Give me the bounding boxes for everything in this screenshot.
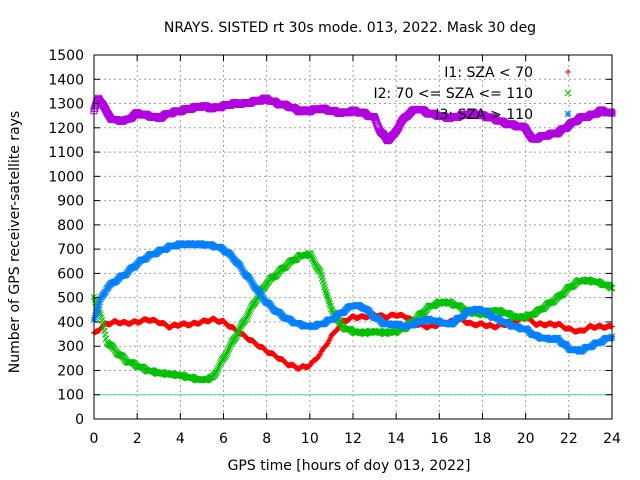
y-tick-label: 1300 [48, 97, 84, 113]
data-point [214, 365, 222, 372]
legend-marker [564, 110, 572, 118]
x-tick-label: 6 [219, 431, 228, 447]
legend-label: I3: SZA > 110 [435, 107, 533, 123]
legend-label: I1: SZA < 70 [444, 65, 533, 81]
y-tick-label: 400 [57, 315, 84, 331]
x-tick-label: 20 [517, 431, 535, 447]
x-tick-label: 8 [262, 431, 271, 447]
x-tick-label: 14 [387, 431, 405, 447]
y-tick-label: 600 [57, 266, 84, 282]
x-tick-label: 12 [344, 431, 362, 447]
data-point [91, 104, 99, 112]
x-tick-label: 16 [430, 431, 448, 447]
x-tick-label: 18 [474, 431, 492, 447]
y-tick-label: 800 [57, 218, 84, 234]
data-points [90, 94, 616, 384]
x-tick-label: 22 [560, 431, 578, 447]
x-tick-label: 0 [90, 431, 99, 447]
y-tick-label: 200 [57, 363, 84, 379]
series-0 [90, 94, 616, 145]
y-tick-label: 100 [57, 388, 84, 404]
data-point [215, 363, 223, 371]
data-point [371, 113, 379, 121]
y-axis-label: Number of GPS receiver-satellite rays [7, 111, 23, 373]
data-point [223, 350, 230, 358]
legend-marker [565, 69, 571, 75]
y-tick-label: 1000 [48, 169, 84, 185]
x-tick-labels: 0 2 4 6 8 10 12 14 16 18 20 22 24 [90, 431, 621, 447]
legend-marker [564, 89, 572, 97]
y-tick-label: 900 [57, 194, 84, 210]
y-tick-label: 700 [57, 242, 84, 258]
legend-label: I2: 70 <= SZA <= 110 [373, 86, 533, 102]
y-tick-labels: 0 100 200 300 400 500 600 700 800 900 1000 1100 1200… [48, 48, 84, 428]
data-point [224, 347, 232, 354]
x-tick-label: 24 [603, 431, 621, 447]
chart-title: NRAYS. SISTED rt 30s mode. 013, 2022. Ma… [164, 20, 536, 36]
x-axis-label: GPS time [hours of doy 013, 2022] [228, 458, 471, 474]
y-tick-label: 1100 [48, 145, 84, 161]
y-tick-label: 1500 [48, 48, 84, 64]
data-point [213, 366, 221, 374]
y-tick-label: 1200 [48, 121, 84, 137]
y-tick-label: 1400 [48, 72, 84, 88]
data-point [371, 115, 379, 123]
data-point [607, 108, 615, 116]
data-point [216, 361, 223, 369]
x-tick-label: 4 [176, 431, 185, 447]
data-point [225, 345, 233, 353]
y-tick-label: 0 [75, 412, 84, 428]
y-tick-label: 300 [57, 339, 84, 355]
data-point [226, 343, 234, 351]
y-tick-label: 500 [57, 291, 84, 307]
x-tick-label: 2 [133, 431, 142, 447]
data-point [224, 348, 231, 356]
x-tick-label: 10 [301, 431, 319, 447]
